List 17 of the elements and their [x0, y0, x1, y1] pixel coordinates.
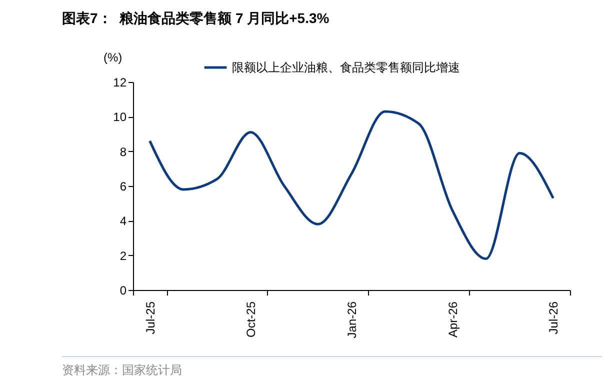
y-tick-label: 8	[120, 144, 127, 159]
y-tick-label: 4	[120, 214, 127, 228]
line-series	[148, 110, 554, 260]
chart-title: 图表7： 粮油食品类零售额 7 月同比+5.3%	[62, 10, 330, 28]
x-tick-label: Oct-25	[244, 301, 258, 338]
y-tick-label: 2	[120, 248, 127, 263]
text: 资料来源：国家统计局	[62, 362, 182, 379]
y-tick-label: 0	[120, 284, 127, 298]
y-tick-label: 12	[113, 76, 127, 90]
x-tick-label: Jan-26	[345, 301, 359, 338]
x-tick-label: Apr-26	[446, 301, 460, 338]
y-axis-title: (%)	[104, 50, 122, 64]
legend-label: 限额以上企业油粮、食品类零售额同比增速	[232, 60, 460, 74]
x-tick-label: Jul-25	[143, 301, 158, 334]
y-tick-label: 10	[113, 110, 127, 124]
x-tick-label: Jul-26	[546, 301, 561, 334]
y-tick-label: 6	[120, 180, 127, 194]
